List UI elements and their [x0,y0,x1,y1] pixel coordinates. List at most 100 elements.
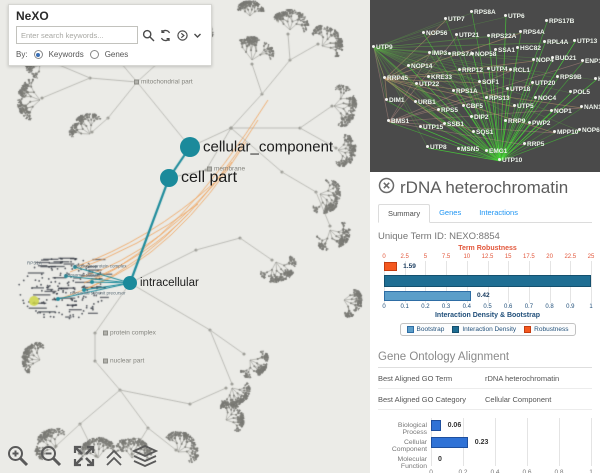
radio-keywords[interactable] [33,50,43,59]
gene-node-sof1[interactable]: SOF1 [478,79,499,86]
fit-screen-icon[interactable] [72,444,96,468]
tab-interactions[interactable]: Interactions [479,208,518,217]
bottom-axis-tick: 0.4 [462,304,471,310]
gene-node-bud21[interactable]: BUD21 [551,55,576,62]
gene-node-rps9b[interactable]: RPS9B [556,74,582,81]
gene-node-utp7[interactable]: UTP7 [444,16,465,23]
gene-node-rps7a[interactable]: RPS7A [448,51,474,58]
gene-node-label: RPS1A [456,88,478,95]
term-label-minor[interactable]: protein complex [103,330,156,337]
gene-node-krr1[interactable]: KRR1 [594,76,600,83]
gene-node-utp13[interactable]: UTP13 [573,38,597,45]
refresh-icon[interactable] [159,29,172,42]
gene-node-utp6[interactable]: UTP6 [504,13,525,20]
gene-node-dot [428,51,431,54]
gene-node-nop6[interactable]: NOP6 [578,127,600,134]
gene-node-rps13[interactable]: RPS13 [485,95,510,102]
chevrons-icon[interactable] [105,446,123,468]
gene-node-utp18[interactable]: UTP18 [506,86,530,93]
legend-item[interactable]: Interaction Density [452,326,516,333]
close-icon[interactable] [378,177,395,199]
category-label: Biological Process [397,422,427,436]
gene-node-bms1[interactable]: BMS1 [387,118,409,125]
legend-item[interactable]: Robustness [524,326,569,333]
term-label-minor[interactable]: nuclear part [103,358,144,365]
cluster-term-label[interactable]: ribosomal subunit precursor [70,290,126,296]
gene-node-hsc82[interactable]: HSC82 [516,45,541,52]
term-node-intracellular[interactable] [123,276,137,290]
go-icon[interactable] [176,29,189,42]
tab-genes[interactable]: Genes [439,208,462,217]
gene-node-nop1[interactable]: NOP1 [550,108,572,115]
gene-node-ssb1[interactable]: SSB1 [443,121,464,128]
gene-interaction-network[interactable]: UTP9 RPS8A UTP6 RPS17B UTP7 NOP56 UTP21 RPS22A R… [370,0,600,172]
term-label-minor[interactable]: membrane [207,166,245,173]
gene-node-rrp12[interactable]: RRP12 [458,67,483,74]
chevron-down-icon[interactable] [193,31,202,40]
gene-node-utp20[interactable]: UTP20 [531,80,555,87]
gene-node-nop14[interactable]: NOP14 [407,63,432,70]
gene-node-dot [437,108,440,111]
gene-node-utp5[interactable]: UTP5 [513,103,534,110]
gene-node-utp10[interactable]: UTP10 [498,157,522,164]
gene-node-msn5[interactable]: MSN5 [457,146,479,153]
gene-node-sqs1[interactable]: SQS1 [472,129,493,136]
gene-node-utp8[interactable]: UTP8 [426,144,447,151]
gene-node-rps17b[interactable]: RPS17B [545,18,574,25]
gene-node-ssa1[interactable]: SSA1 [494,47,515,54]
gene-node-imp3[interactable]: IMP3 [428,50,447,57]
gene-node-rps5[interactable]: RPS5 [437,107,458,114]
gene-node-dim1[interactable]: DIM1 [385,97,405,104]
search-icon[interactable] [142,29,155,42]
gene-node-dip2[interactable]: DIP2 [470,114,488,121]
gene-node-nop58[interactable]: NOP58 [471,51,496,58]
gene-node-pol5[interactable]: POL5 [569,89,590,96]
zoom-out-icon[interactable] [39,444,63,468]
legend-item[interactable]: Bootstrap [406,326,444,333]
gene-node-kre33[interactable]: KRE33 [427,74,452,81]
gene-node-utp21[interactable]: UTP21 [455,32,479,39]
layers-icon[interactable] [132,444,158,468]
ontology-canvas[interactable]: cellular_component cell part intracellular… [0,0,370,473]
gene-node-urb1[interactable]: URB1 [414,99,436,106]
radio-genes[interactable] [89,50,99,59]
gene-node-rps4a[interactable]: RPS4A [519,29,545,36]
bar-interaction-density [384,275,591,287]
tab-summary[interactable]: Summary [378,204,431,223]
gene-node-noc4[interactable]: NOC4 [534,95,556,102]
gene-node-emg1[interactable]: EMG1 [485,148,507,155]
gene-node-label: SSA1 [498,47,515,54]
gene-node-utp9[interactable]: UTP9 [372,44,393,51]
gene-node-cbf5[interactable]: CBF5 [462,103,483,110]
gene-node-rrp9[interactable]: RRP9 [504,118,525,125]
gene-node-rrp5[interactable]: RRP5 [523,141,544,148]
gene-node-utp22[interactable]: UTP22 [415,81,439,88]
gene-node-mpp10[interactable]: MPP10 [553,129,578,136]
gene-node-enp1[interactable]: ENP1 [581,58,600,65]
cluster-term-label[interactable]: RPS1A [27,260,42,266]
gene-node-rps8a[interactable]: RPS8A [470,9,496,16]
gene-node-nop56[interactable]: NOP56 [422,30,447,37]
term-node-cellular-component[interactable] [180,137,200,157]
gene-node-nan1[interactable]: NAN1 [580,104,600,111]
gene-node-pwp2[interactable]: PWP2 [528,120,550,127]
cluster-term-label[interactable]: ribonucleoprotein complex [74,263,127,269]
gene-node-utp15[interactable]: UTP15 [419,124,443,131]
gene-node-label: RRP5 [527,141,545,148]
gene-node-nop4[interactable]: NOP4 [532,57,554,64]
gene-node-rps1a[interactable]: RPS1A [452,88,478,95]
gene-node-rpl4a[interactable]: RPL4A [543,39,568,46]
gene-node-rps22a[interactable]: RPS22A [487,33,516,40]
term-label-minor[interactable]: mitochondrial part [134,79,193,86]
gene-node-utp4[interactable]: UTP4 [487,66,508,73]
zoom-in-icon[interactable] [6,444,30,468]
gene-node-rcl1[interactable]: RCL1 [509,67,530,74]
gene-node-rrp45[interactable]: RRP45 [383,75,408,82]
search-input[interactable] [16,26,138,44]
gene-node-dot [578,128,581,131]
term-node-cell-part[interactable] [160,169,178,187]
cluster-term-label[interactable]: ribosomal subunit [65,272,101,278]
gene-node-dot [523,142,526,145]
x-axis-tick: 0.4 [490,469,500,473]
bar-value-label: 1.59 [403,263,416,270]
